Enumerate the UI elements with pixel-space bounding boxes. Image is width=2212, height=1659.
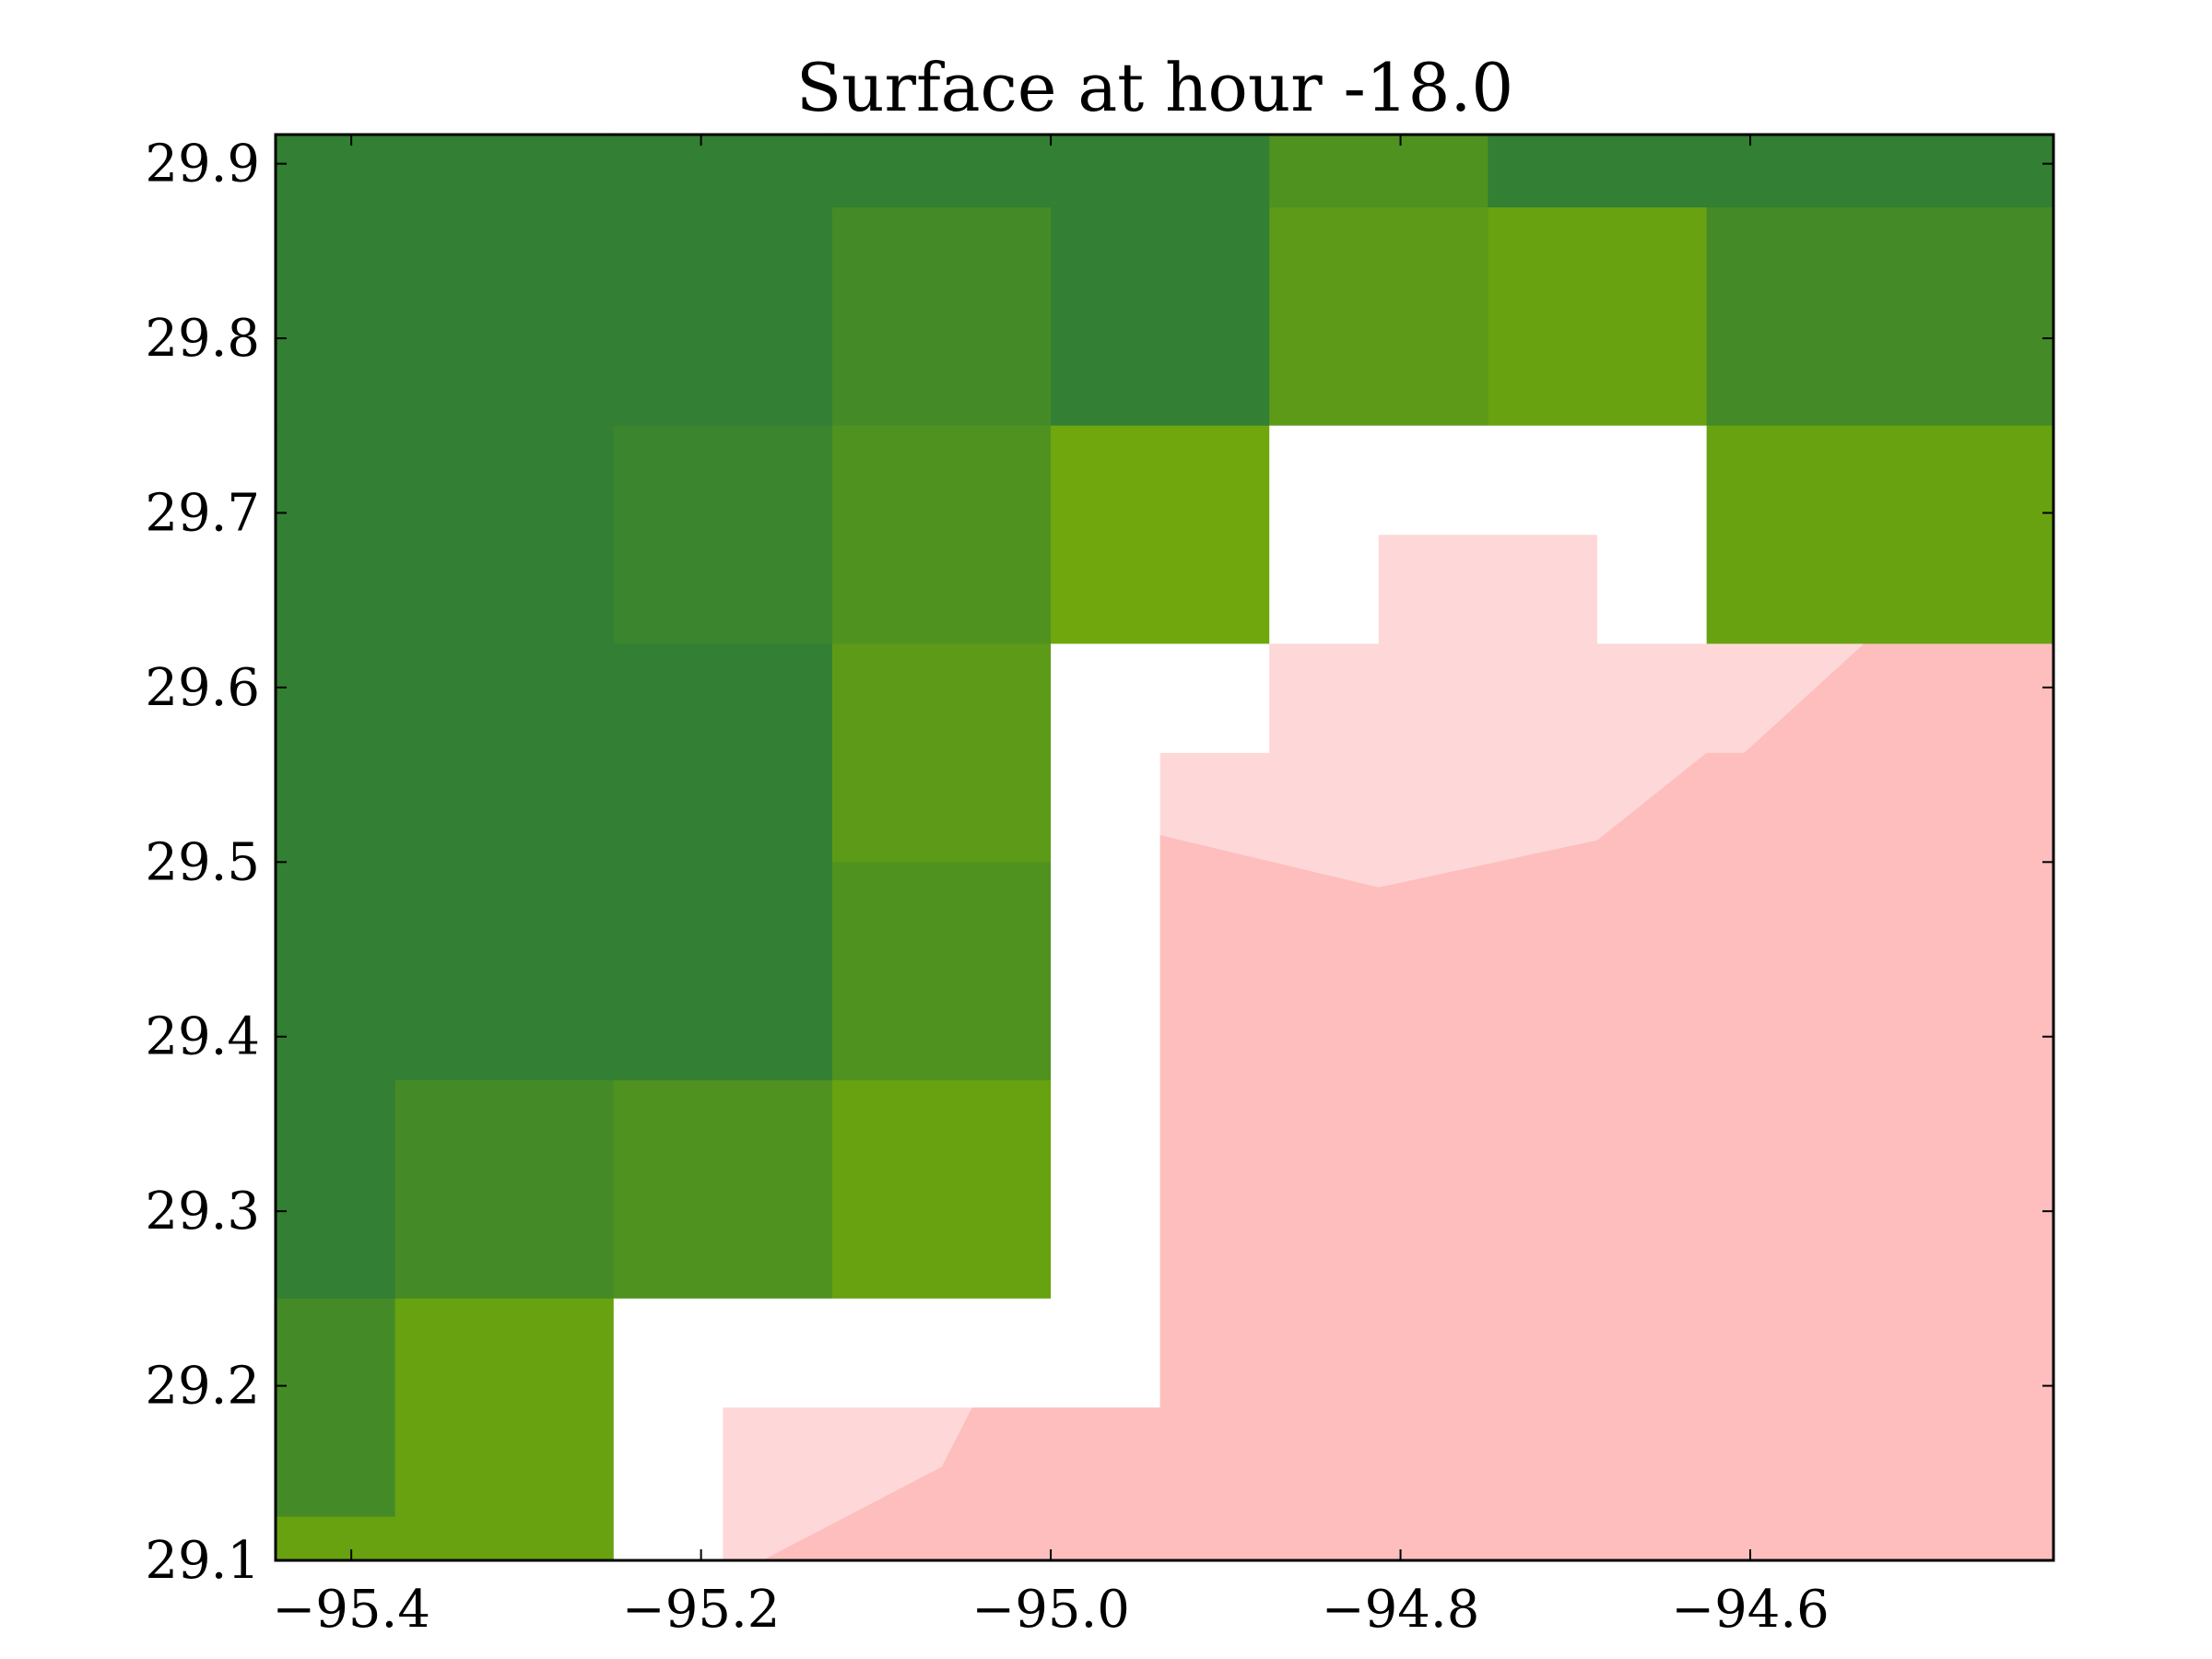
heatmap-cell-15 — [1706, 425, 2053, 645]
y-tick-label-8: 29.9 — [145, 135, 260, 194]
heatmap-cell-8 — [1269, 206, 1489, 427]
x-tick-label-0: −95.4 — [272, 1580, 430, 1640]
y-tick-label-7: 29.8 — [145, 309, 260, 369]
x-axis-tick-labels: −95.4 −95.2 −95.0 −94.8 −94.6 — [272, 1580, 1829, 1640]
region-pink-3 — [762, 643, 2053, 1560]
heatmap-cell-17 — [831, 643, 1052, 863]
y-axis-tick-labels: 29.1 29.2 29.3 29.4 29.5 29.6 29.7 29.8 29.9 — [145, 135, 260, 1591]
y-tick-label-3: 29.4 — [145, 1007, 260, 1067]
heatmap-cell-23 — [276, 1298, 396, 1518]
heatmap-cell-16 — [613, 643, 833, 1081]
heatmap-cell-14 — [1051, 425, 1270, 645]
heatmap-cell-21 — [613, 1080, 833, 1300]
heatmap-cell-19 — [276, 1080, 396, 1300]
y-tick-label-1: 29.2 — [145, 1357, 260, 1417]
y-tick-label-4: 29.5 — [145, 832, 260, 892]
heatmap-cell-11 — [276, 425, 615, 1081]
y-tick-label-2: 29.3 — [145, 1182, 260, 1241]
heatmap-cell-24 — [276, 1516, 396, 1560]
y-tick-label-6: 29.7 — [145, 483, 260, 543]
heatmap-cell-10 — [1706, 206, 2053, 427]
heatmap-cell-13 — [831, 425, 1052, 645]
x-tick-label-4: −94.6 — [1671, 1580, 1830, 1640]
heatmap-cell-2 — [831, 135, 1270, 208]
heatmap-cell-12 — [613, 425, 833, 645]
heatmap-cell-5 — [613, 206, 833, 427]
heatmap-cell-3 — [1269, 135, 1489, 208]
y-tick-label-0: 29.1 — [145, 1531, 260, 1591]
plot-area — [276, 135, 2053, 1560]
heatmap-cell-7 — [1051, 206, 1270, 427]
heatmap-cell-6 — [831, 206, 1052, 427]
heatmap-cell-4 — [1488, 135, 2053, 208]
heatmap-cell-22 — [831, 1080, 1052, 1300]
axis-ticks — [276, 135, 2053, 1561]
heatmap-cell-9 — [1488, 206, 1708, 427]
heatmap-cell-25 — [394, 1298, 615, 1560]
y-tick-label-5: 29.6 — [145, 658, 260, 718]
heatmap-cell-20 — [394, 1080, 615, 1300]
plot-frame — [274, 133, 2055, 1562]
heatmap-cell-18 — [831, 862, 1052, 1081]
region-water-1 — [613, 643, 1270, 1560]
x-tick-label-2: −95.0 — [971, 1580, 1130, 1640]
heatmap-cell-1 — [613, 135, 833, 208]
x-tick-label-3: −94.8 — [1322, 1580, 1480, 1640]
chart-title: Surface at hour -18.0 — [796, 49, 1513, 126]
x-tick-label-1: −95.2 — [622, 1580, 781, 1640]
heatmap-cell-0 — [276, 135, 615, 427]
